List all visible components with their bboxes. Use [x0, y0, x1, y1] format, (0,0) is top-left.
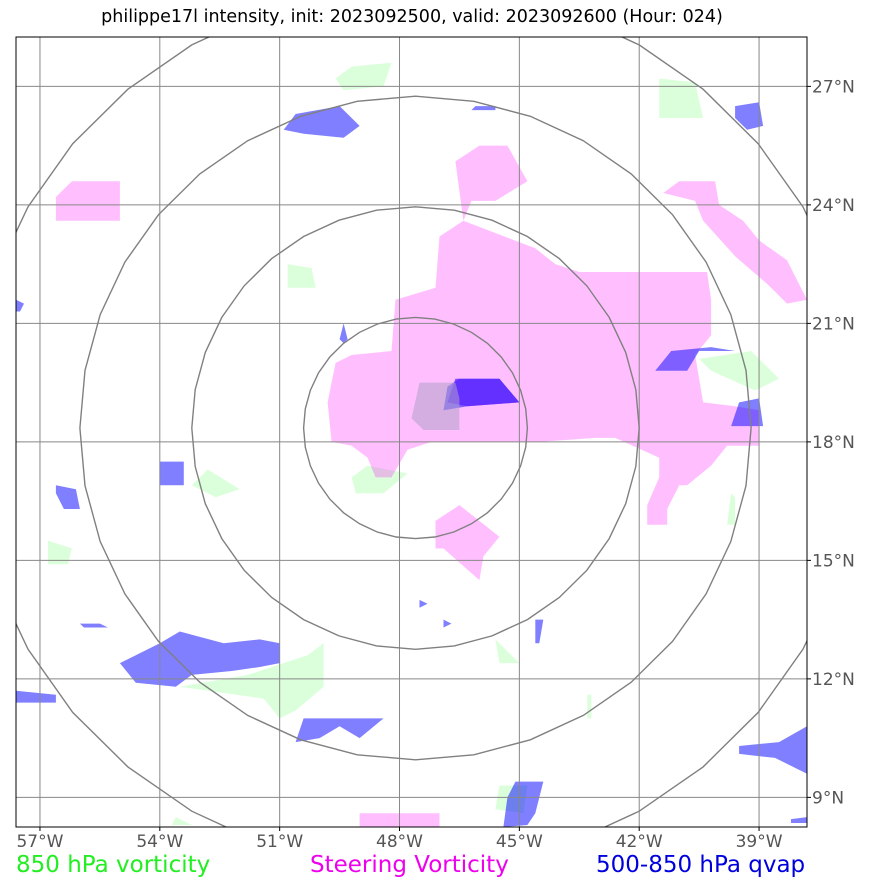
lat-tick-label-2: 15°N	[812, 551, 855, 571]
gridlines	[16, 37, 807, 827]
qvap-contour-12	[443, 619, 452, 628]
plot-background	[16, 37, 807, 827]
layer-dark-core	[447, 378, 520, 407]
qvap-contour-17	[503, 781, 544, 827]
lat-tick-label-4: 21°N	[812, 314, 855, 334]
lon-tick-label-6: 39°W	[736, 832, 783, 852]
vort850-contour-0	[335, 62, 392, 91]
lat-axis: 9°N 12°N 15°N 18°N 21°N 24°N 27°N	[807, 77, 855, 808]
qvap-contour-16	[295, 718, 384, 743]
qvap-contour-5	[731, 398, 764, 427]
qvap-contour-2	[735, 102, 764, 130]
vort850-contour-7	[727, 493, 736, 525]
qvap-contour-3	[339, 323, 348, 344]
vort850-contour-5	[351, 465, 408, 494]
vort850-contour-9	[495, 639, 520, 664]
lon-tick-label-0: 57°W	[16, 832, 63, 852]
range-ring-1	[191, 206, 640, 651]
layer-850hpa-vorticity	[48, 62, 779, 825]
qvap-contour-4	[655, 347, 736, 371]
range-ring-2	[79, 95, 752, 761]
qvap-contour-15	[16, 690, 56, 703]
vort850-contour-8	[179, 643, 324, 719]
chart-title: philippe17l intensity, init: 2023092500,…	[101, 7, 723, 27]
lat-tick-label-1: 12°N	[812, 670, 855, 690]
qvap-contour-8	[159, 461, 184, 486]
lon-axis: 57°W 54°W 51°W 48°W 45°W 42°W 39°W	[16, 827, 783, 852]
lon-tick-label-4: 45°W	[496, 832, 543, 852]
range-ring-0	[302, 316, 529, 540]
lon-tick-label-5: 42°W	[616, 832, 663, 852]
vort850-contour-6	[48, 540, 72, 565]
steering-contour-2	[55, 181, 120, 221]
steering-contour-3	[435, 505, 500, 581]
range-rings	[16, 37, 807, 827]
qvap-contour-1	[471, 106, 496, 111]
legend-850hpa-vorticity: 850 hPa vorticity	[16, 852, 211, 878]
lat-tick-label-3: 18°N	[812, 433, 855, 453]
qvap-contour-11	[79, 623, 108, 628]
lat-tick-label-0: 9°N	[812, 788, 844, 808]
lon-tick-label-2: 51°W	[256, 832, 303, 852]
legend-steering-vorticity: Steering Vorticity	[310, 852, 509, 878]
qvap-contour-19	[791, 817, 807, 823]
qvap-contour-18	[739, 726, 807, 774]
qvap-core-0	[447, 378, 520, 407]
lon-tick-label-3: 48°W	[376, 832, 423, 852]
vort850-contour-4	[191, 469, 240, 498]
vort850-contour-10	[587, 694, 592, 719]
plot-frame	[15, 36, 808, 828]
range-ring-3	[16, 37, 807, 827]
lat-tick-label-5: 24°N	[812, 196, 855, 216]
qvap-contour-0	[283, 106, 360, 138]
lon-tick-label-1: 54°W	[136, 832, 183, 852]
steering-contour-1	[663, 181, 807, 304]
vort850-contour-12	[171, 817, 192, 825]
qvap-contour-7	[16, 299, 24, 312]
vort850-contour-1	[659, 78, 704, 118]
legend-qvap: 500-850 hPa qvap	[596, 852, 806, 878]
qvap-contour-9	[55, 485, 80, 509]
layer-grey-box	[411, 382, 460, 430]
center-box-0	[411, 382, 460, 430]
lat-tick-label-6: 27°N	[812, 77, 855, 97]
vort850-contour-2	[287, 264, 316, 288]
qvap-contour-10	[419, 599, 428, 608]
qvap-contour-13	[535, 619, 544, 644]
